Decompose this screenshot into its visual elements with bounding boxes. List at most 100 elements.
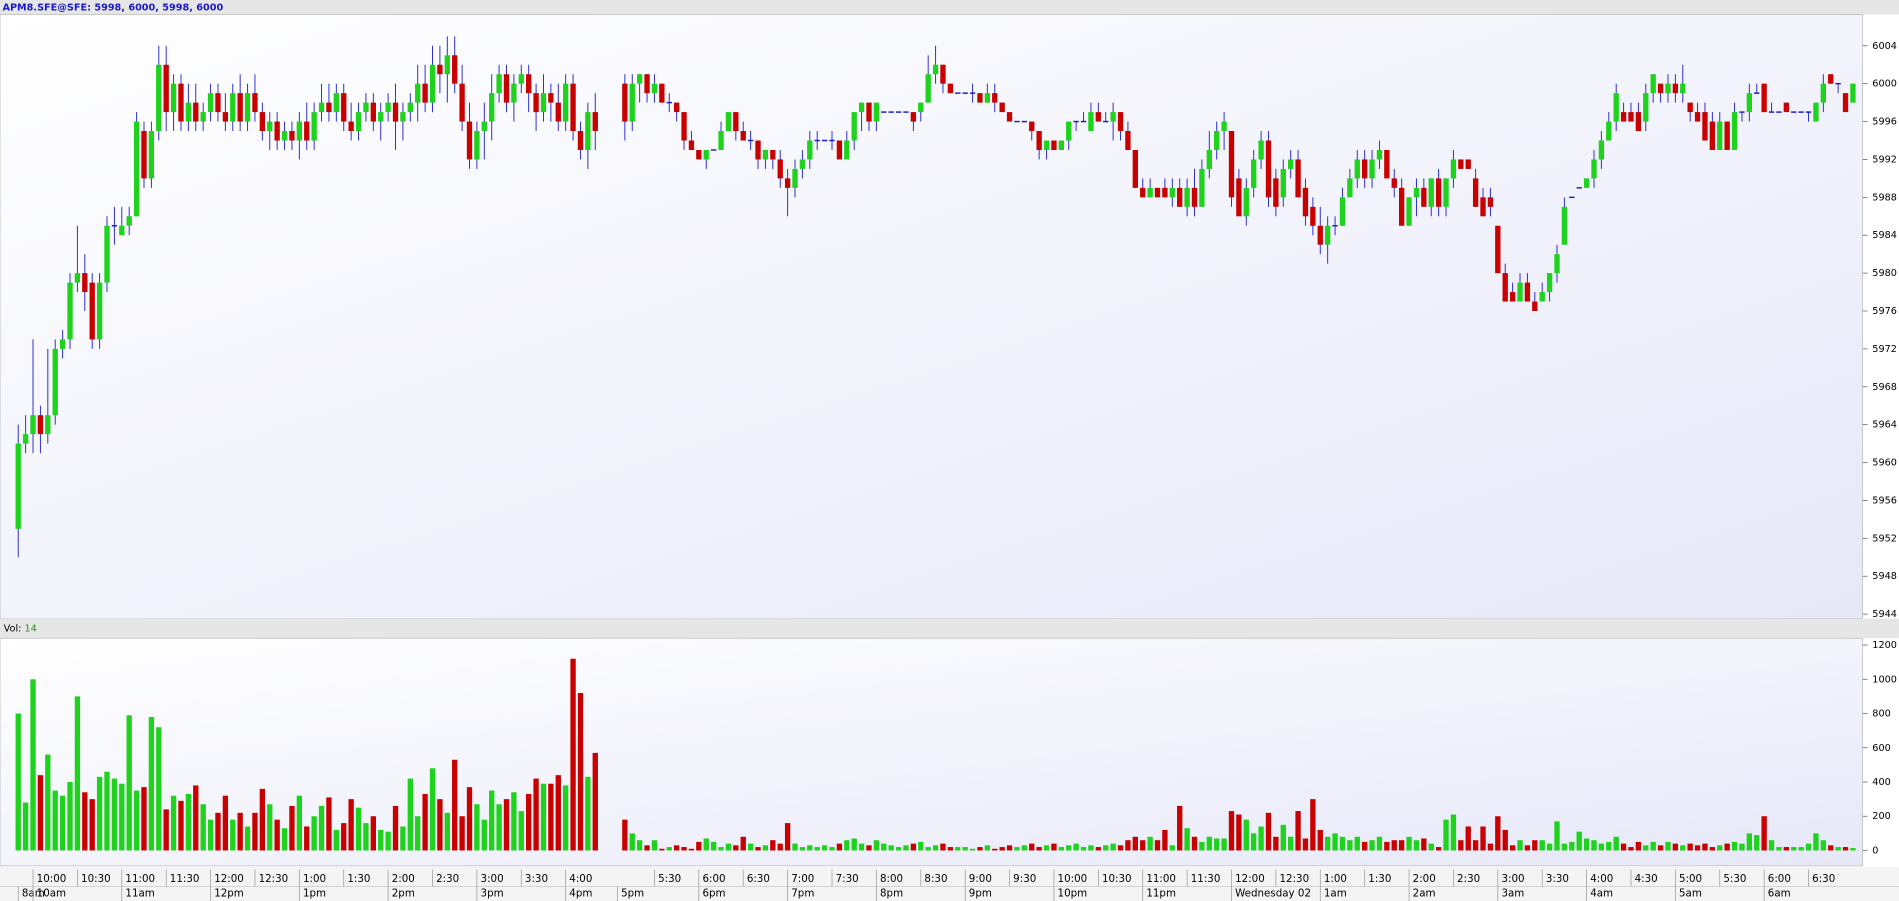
candle-body bbox=[1613, 93, 1619, 122]
volume-bar bbox=[1583, 838, 1590, 851]
volume-bar bbox=[304, 826, 310, 851]
volume-bar bbox=[1694, 845, 1701, 851]
candle-body bbox=[1421, 187, 1427, 207]
volume-bar bbox=[932, 845, 939, 851]
candle-body bbox=[555, 102, 561, 122]
volume-bar bbox=[1228, 811, 1235, 851]
header-quote: APM8.SFE@SFE: 5998, 6000, 5998, 6000 bbox=[2, 2, 223, 13]
volume-bar bbox=[1813, 833, 1819, 851]
volume-bar bbox=[363, 823, 369, 851]
candle-body bbox=[1465, 159, 1471, 169]
volume-bar bbox=[570, 658, 576, 851]
candle-body bbox=[947, 83, 954, 94]
volume-bar bbox=[318, 805, 325, 851]
volume-bar bbox=[1761, 816, 1767, 851]
candle-body bbox=[1768, 111, 1775, 113]
candle-body bbox=[267, 121, 273, 132]
volume-bar bbox=[1214, 838, 1220, 851]
candle-body bbox=[1835, 82, 1841, 85]
volume-bar bbox=[821, 845, 828, 851]
volume-bar bbox=[1561, 843, 1568, 851]
volume-bar bbox=[400, 826, 406, 851]
volume-bar bbox=[1739, 843, 1745, 851]
candle-body bbox=[215, 93, 221, 113]
candle-body bbox=[533, 93, 539, 113]
volume-bar bbox=[1576, 831, 1582, 851]
candle-body bbox=[1088, 112, 1094, 132]
x-tick-label: 3:30 bbox=[525, 873, 548, 885]
candle-body bbox=[1583, 178, 1590, 188]
candle-body bbox=[969, 92, 976, 94]
candle-body bbox=[636, 74, 643, 84]
candle-body bbox=[910, 112, 917, 122]
x-tick-label: 6:00 bbox=[702, 873, 725, 885]
candle-body bbox=[1066, 121, 1072, 141]
volume-bar bbox=[370, 816, 376, 851]
volume-bar bbox=[1428, 843, 1434, 851]
volume-bar bbox=[133, 790, 140, 851]
candle-body bbox=[289, 131, 295, 141]
volume-bar bbox=[59, 795, 66, 851]
volume-bar bbox=[755, 847, 761, 851]
volume-bar bbox=[126, 715, 132, 851]
y-tick-label: 6000 bbox=[1872, 79, 1897, 90]
candle-body bbox=[1154, 187, 1161, 198]
candle-body bbox=[444, 55, 450, 75]
x-tick-label: 6:30 bbox=[747, 873, 770, 885]
last-volume: 14 bbox=[25, 624, 37, 635]
candle-body bbox=[1805, 111, 1812, 113]
volume-bar bbox=[1650, 841, 1656, 851]
x-major-tick-label: 4pm bbox=[569, 888, 592, 900]
y-tick-label: 5988 bbox=[1872, 192, 1897, 203]
candle-body bbox=[1650, 74, 1656, 94]
candle-body bbox=[119, 225, 125, 236]
volume-bar bbox=[1140, 840, 1146, 851]
candle-body bbox=[96, 282, 103, 340]
volume-bar bbox=[341, 823, 347, 851]
volume-bar bbox=[15, 713, 21, 851]
candle-body bbox=[1095, 112, 1101, 122]
volume-bar bbox=[903, 845, 909, 851]
candle-body bbox=[481, 121, 487, 132]
volume-bar bbox=[1273, 836, 1279, 851]
candle-body bbox=[814, 139, 820, 142]
y-tick-label: 5952 bbox=[1872, 533, 1897, 544]
candle-body bbox=[392, 102, 399, 122]
volume-bar bbox=[1450, 814, 1457, 851]
volume-bar bbox=[459, 816, 465, 851]
volume-bar bbox=[814, 847, 820, 851]
volume-bar bbox=[1021, 845, 1028, 851]
volume-bar bbox=[311, 816, 317, 851]
x-tick-label: 3:00 bbox=[1501, 873, 1524, 885]
candle-body bbox=[1184, 187, 1190, 207]
volume-bar bbox=[1828, 845, 1834, 851]
candle-body bbox=[400, 112, 406, 122]
y-tick-label: 5964 bbox=[1872, 420, 1897, 431]
candle-body bbox=[1687, 102, 1693, 113]
x-major-tick-label: 10pm bbox=[1058, 888, 1088, 900]
volume-panel bbox=[0, 637, 1863, 867]
candle-body bbox=[230, 93, 236, 122]
volume-bar bbox=[1842, 847, 1849, 851]
volume-bar bbox=[89, 799, 95, 851]
volume-bar bbox=[437, 799, 443, 851]
volume-bar bbox=[481, 819, 487, 851]
candle-body bbox=[1591, 159, 1597, 179]
x-tick-label: 11:30 bbox=[1191, 873, 1221, 885]
candle-body bbox=[866, 102, 872, 122]
volume-bar bbox=[185, 793, 192, 851]
x-tick-label: 12:30 bbox=[259, 873, 289, 885]
candle-body bbox=[1117, 112, 1124, 132]
volume-bar bbox=[1347, 840, 1353, 851]
marks-layer bbox=[15, 36, 1856, 851]
candle-body bbox=[207, 93, 214, 113]
candle-body bbox=[792, 168, 798, 188]
candle-body bbox=[1539, 292, 1545, 302]
volume-bar bbox=[415, 816, 421, 851]
candle-body bbox=[518, 74, 524, 84]
x-tick-label: 6:00 bbox=[1768, 873, 1791, 885]
volume-bar bbox=[1443, 819, 1449, 851]
volume-bar bbox=[1495, 816, 1501, 851]
volume-bar bbox=[378, 829, 384, 851]
candle-body bbox=[659, 83, 665, 103]
